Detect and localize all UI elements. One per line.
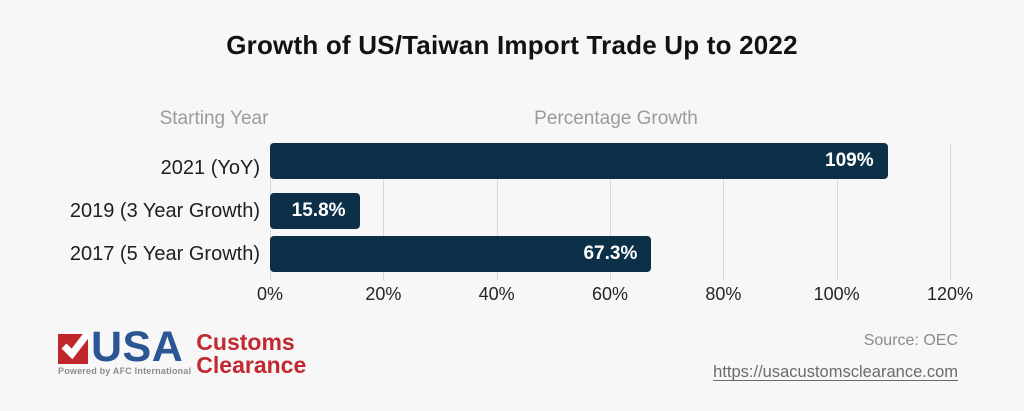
bar-value-label: 67.3% [583,243,638,264]
gridline [950,143,951,280]
logo-usa-text: USA [91,323,184,371]
category-labels: 2021 (YoY) 2019 (3 Year Growth) 2017 (5 … [0,143,260,280]
chart-title: Growth of US/Taiwan Import Trade Up to 2… [226,30,798,60]
x-tick-label: 100% [813,284,860,304]
column-header-percentage-growth: Percentage Growth [534,108,698,129]
logo-powered-by-text: Powered by AFC International [58,366,192,376]
x-tick-label: 40% [478,284,515,304]
bar-value-label: 109% [825,150,874,171]
category-label-2021: 2021 (YoY) [160,157,260,179]
category-label-2017: 2017 (5 Year Growth) [69,243,260,265]
column-header-starting-year: Starting Year [159,108,269,129]
plot-area: 15.8% 67.3% 109% [270,143,951,280]
attribution: Source: OEC https://usacustomsclearance.… [713,332,958,382]
logo-clearance-text: Clearance [196,352,307,378]
gridline [383,143,385,280]
x-tick-label: 80% [705,284,742,304]
bar-2017: 109% [270,143,888,179]
bar-value-label: 15.8% [291,200,346,221]
logo-customs-text: Customs [196,329,295,355]
usa-customs-clearance-logo: USA Powered by AFC International Customs… [58,323,307,378]
gridline [836,143,838,280]
source-label: Source: OEC [863,332,958,349]
bar-2021: 15.8% [270,193,360,229]
x-axis: 0% 20% 40% 60% 80% 100% 120% [257,284,973,306]
category-label-2019: 2019 (3 Year Growth) [69,200,260,222]
bar-2019: 67.3% [270,236,652,272]
gridline [610,143,611,280]
x-tick-label: 60% [591,284,629,304]
x-tick-label: 120% [926,284,974,304]
x-tick-label: 20% [365,284,402,304]
website-link[interactable]: https://usacustomsclearance.com [713,363,958,381]
checkmark-icon [58,330,91,364]
gridline [496,143,498,280]
gridline [723,143,725,280]
x-tick-label: 0% [256,284,284,304]
